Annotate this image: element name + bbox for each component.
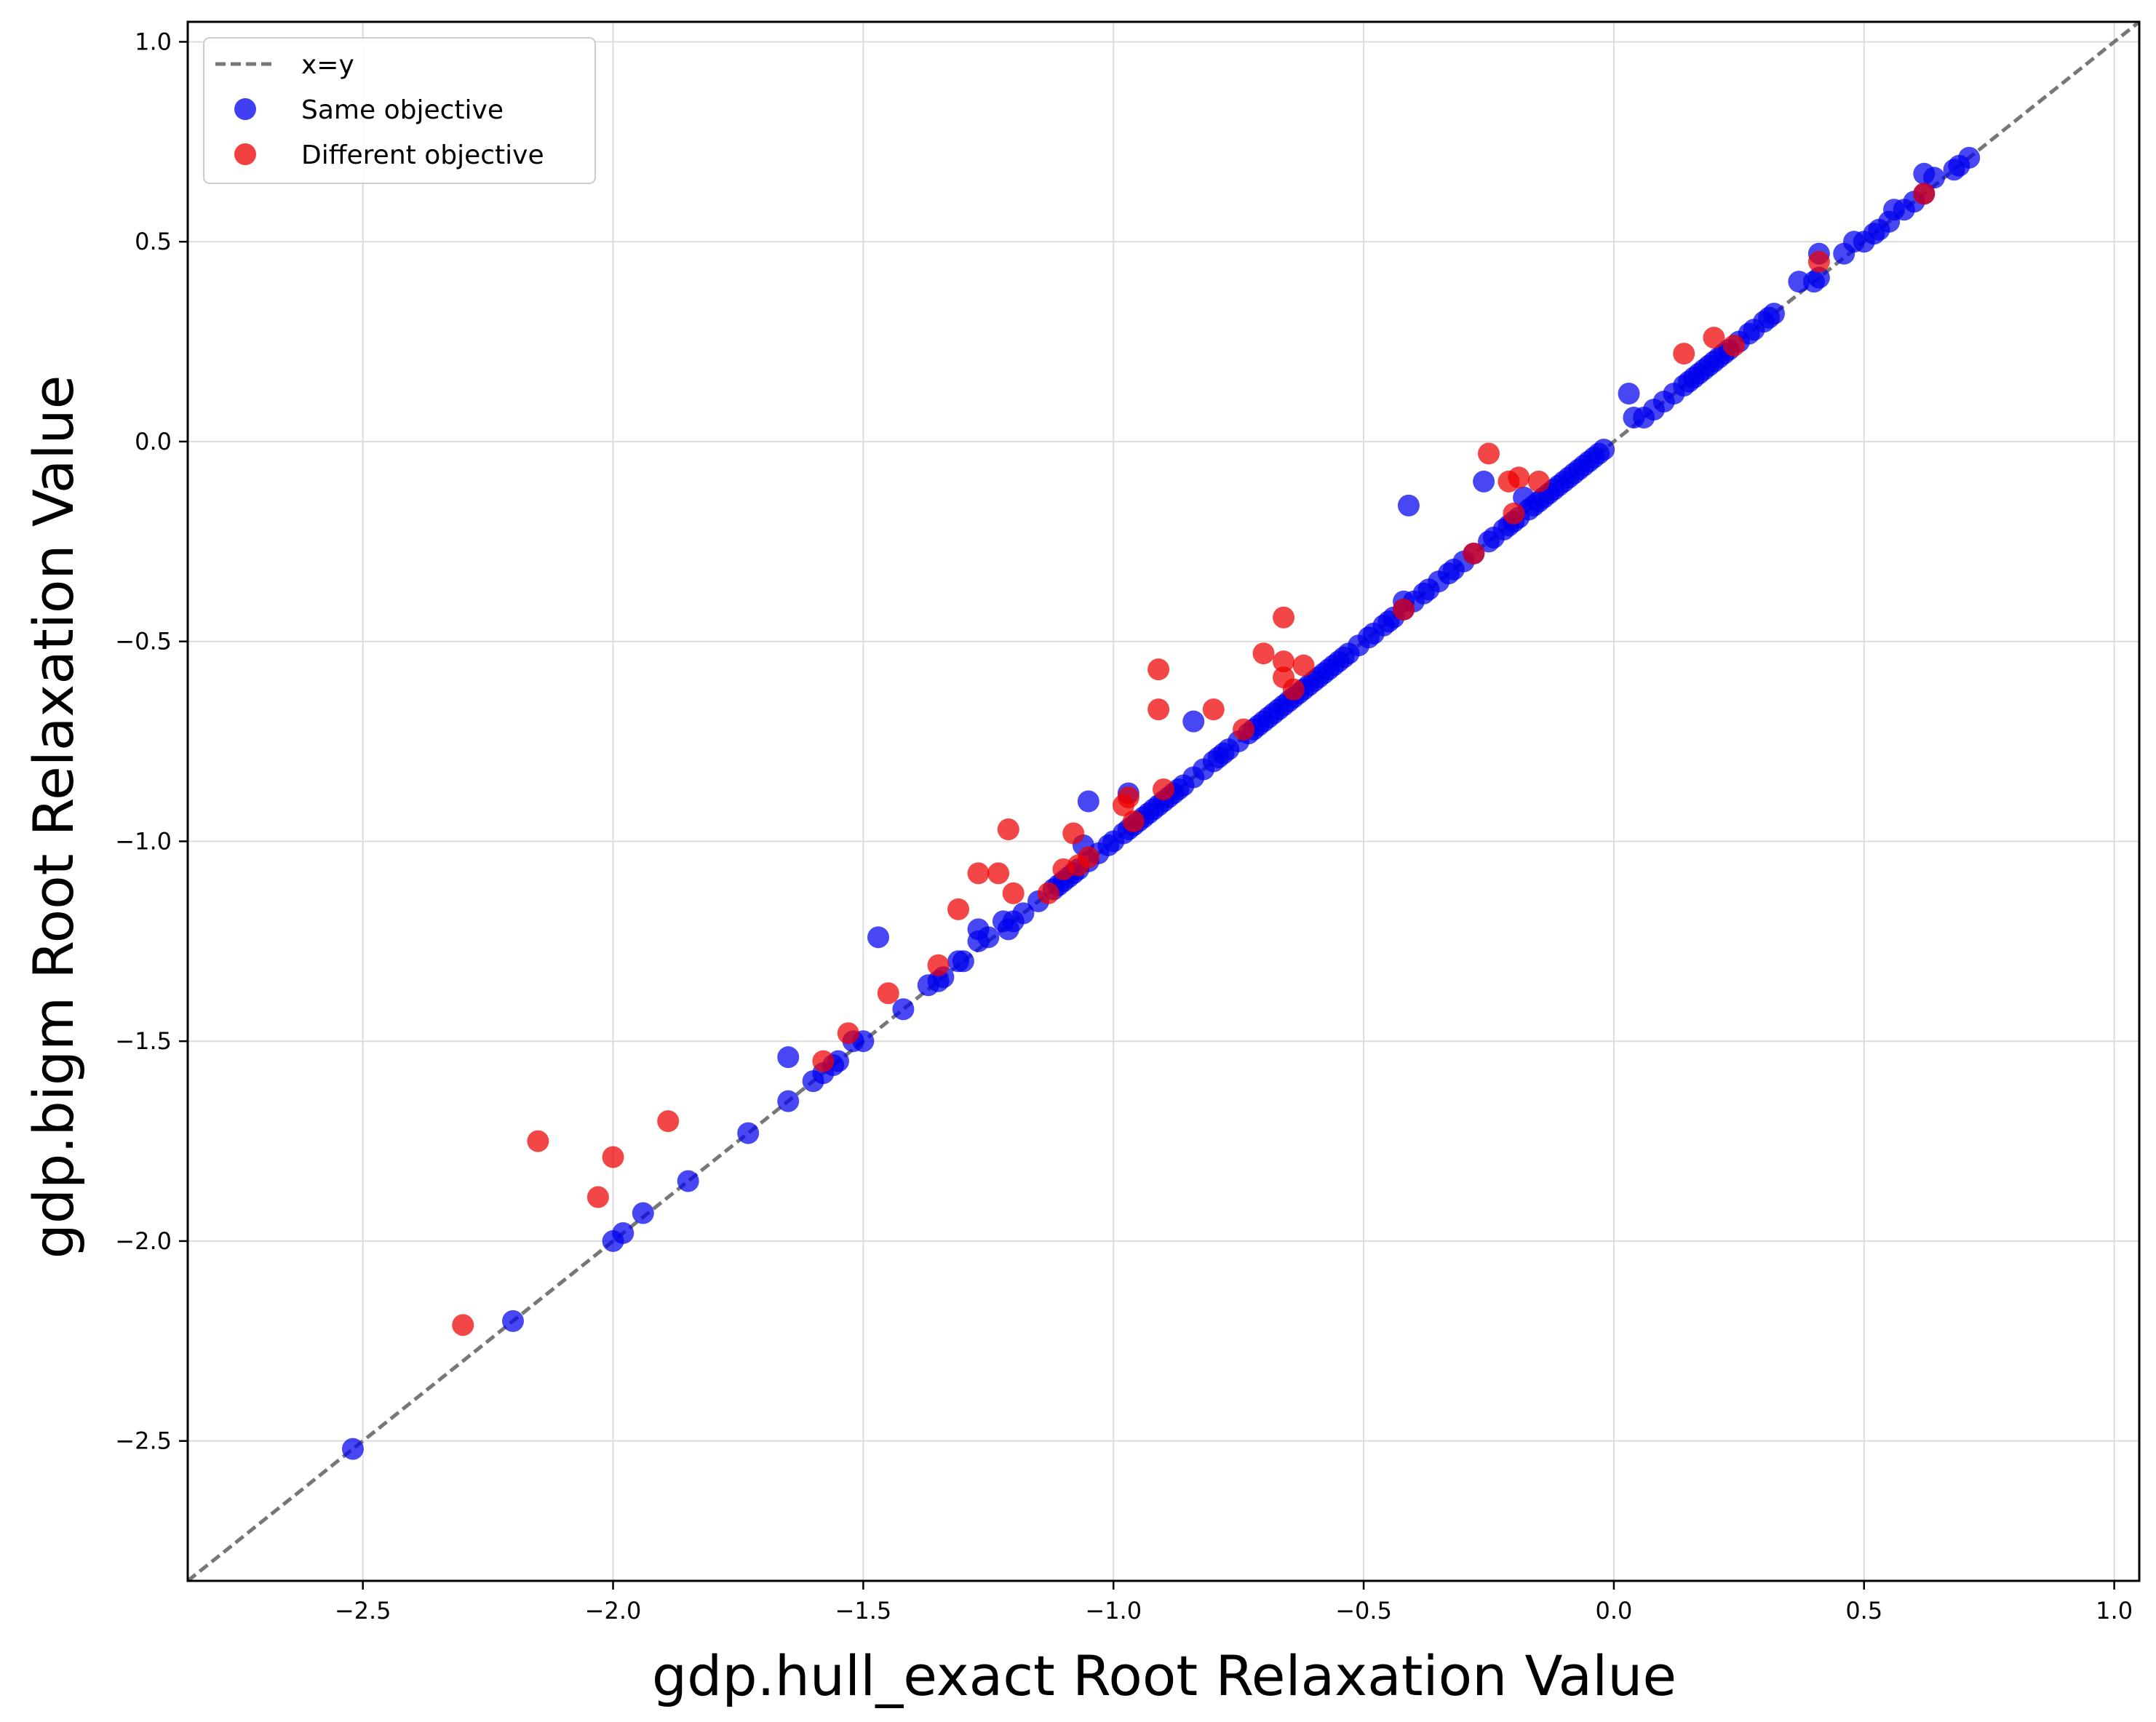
data-point	[1397, 494, 1420, 517]
data-point	[1807, 266, 1830, 289]
data-point	[1182, 710, 1205, 733]
data-point	[1807, 250, 1830, 273]
data-point	[1062, 822, 1085, 845]
y-tick-label: 0.0	[135, 428, 172, 455]
x-axis-label: gdp.hull_exact Root Relaxation Value	[652, 1643, 1676, 1708]
data-points	[341, 146, 1981, 1460]
y-tick-label: 1.0	[135, 28, 172, 55]
data-point	[1273, 650, 1295, 673]
data-point	[1273, 606, 1295, 629]
legend-marker-different-objective	[234, 143, 256, 165]
data-point	[1722, 335, 1745, 357]
data-point	[1478, 442, 1500, 465]
data-point	[1508, 466, 1530, 489]
data-point	[737, 1122, 760, 1144]
data-point	[812, 1050, 835, 1072]
legend-label-different-objective: Different objective	[301, 140, 544, 170]
data-point	[777, 1046, 800, 1069]
data-point	[1463, 542, 1485, 565]
data-point	[1913, 183, 1936, 205]
x-tick-label: 1.0	[2096, 1597, 2133, 1625]
grid-lines	[188, 22, 2139, 1581]
data-point	[977, 926, 1000, 949]
x-tick-label: −0.5	[1335, 1597, 1392, 1625]
y-tick-label: 0.5	[135, 228, 172, 255]
data-point	[1703, 327, 1725, 349]
data-point	[1077, 846, 1099, 869]
data-point	[947, 898, 970, 920]
data-point	[927, 954, 950, 976]
data-point	[1153, 778, 1174, 801]
data-point	[657, 1110, 680, 1133]
data-point	[1233, 718, 1255, 741]
data-point	[452, 1314, 474, 1336]
data-point	[1147, 698, 1170, 721]
legend-label-reference: x=y	[301, 50, 354, 80]
legend: x=y Same objective Different objective	[203, 37, 596, 184]
data-point	[1593, 438, 1615, 461]
y-tick-label: −2.5	[115, 1427, 172, 1455]
data-point	[1393, 598, 1415, 621]
data-point	[632, 1202, 654, 1224]
data-point	[777, 1090, 800, 1112]
x-tick-label: 0.0	[1595, 1597, 1632, 1625]
data-point	[1923, 167, 1946, 189]
y-axis-ticks: −2.5 −2.0 −1.5 −1.0 −0.5 0.0 0.5 1.0	[115, 28, 188, 1455]
data-point	[877, 982, 899, 1005]
x-tick-label: −2.0	[585, 1597, 642, 1625]
x-tick-label: −1.0	[1085, 1597, 1142, 1625]
data-point	[677, 1170, 699, 1192]
data-point	[1958, 146, 1981, 169]
data-point	[1252, 642, 1275, 665]
data-point	[1473, 470, 1495, 493]
y-tick-label: −1.0	[115, 827, 172, 855]
data-point	[1788, 271, 1810, 293]
data-point	[1122, 810, 1145, 832]
legend-marker-same-objective	[234, 98, 256, 120]
series-same-objective	[341, 146, 1981, 1460]
y-tick-label: −2.0	[115, 1227, 172, 1255]
data-point	[892, 998, 915, 1021]
data-point	[1117, 786, 1139, 809]
x-tick-label: 0.5	[1845, 1597, 1882, 1625]
series-different-objective	[452, 183, 1936, 1336]
data-point	[1002, 882, 1025, 904]
legend-box	[203, 37, 596, 184]
y-tick-label: −1.5	[115, 1027, 172, 1055]
data-point	[1673, 343, 1695, 365]
x-tick-label: −2.5	[335, 1597, 391, 1625]
data-point	[1292, 654, 1315, 677]
data-point	[602, 1146, 624, 1168]
data-point	[1012, 902, 1035, 925]
data-point	[827, 1050, 849, 1072]
legend-label-same-objective: Same objective	[301, 95, 504, 125]
data-point	[987, 862, 1010, 885]
x-axis-ticks: −2.5 −2.0 −1.5 −1.0 −0.5 0.0 0.5 1.0	[335, 1581, 2133, 1625]
data-point	[837, 1022, 859, 1045]
data-point	[1527, 470, 1550, 493]
data-point	[1762, 303, 1785, 325]
data-point	[527, 1130, 549, 1152]
data-point	[1147, 658, 1170, 681]
data-point	[1202, 698, 1225, 721]
data-point	[502, 1310, 524, 1332]
data-point	[967, 862, 990, 885]
data-point	[586, 1186, 609, 1208]
data-point	[1037, 882, 1059, 904]
data-point	[1503, 502, 1525, 525]
data-point	[1282, 678, 1305, 701]
data-point	[1077, 790, 1099, 813]
data-point	[952, 950, 974, 973]
data-point	[612, 1221, 635, 1244]
x-tick-label: −1.5	[835, 1597, 892, 1625]
y-tick-label: −0.5	[115, 628, 172, 655]
y-axis-label: gdp.bigm Root Relaxation Value	[21, 375, 86, 1259]
data-point	[997, 818, 1019, 840]
data-point	[867, 926, 890, 949]
data-point	[341, 1438, 364, 1460]
plot-frame	[186, 20, 2141, 1582]
data-point	[1618, 383, 1640, 405]
